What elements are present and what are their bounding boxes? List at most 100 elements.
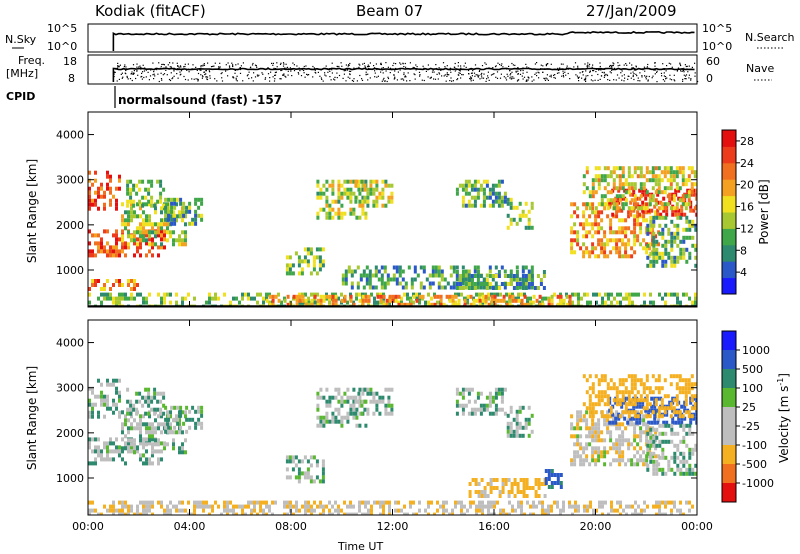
echo-cell bbox=[690, 182, 694, 187]
nave-dot bbox=[683, 74, 685, 76]
echo-cell bbox=[642, 246, 646, 251]
echo-cell bbox=[667, 459, 671, 464]
nave-dot bbox=[630, 72, 632, 74]
echo-cell bbox=[609, 222, 613, 227]
echo-cell bbox=[163, 508, 166, 513]
echo-cell bbox=[319, 423, 323, 428]
echo-cell bbox=[340, 191, 344, 196]
echo-cell bbox=[570, 458, 574, 463]
echo-cell bbox=[375, 179, 379, 184]
echo-cell bbox=[682, 512, 685, 515]
echo-cell bbox=[358, 423, 362, 428]
echo-cell bbox=[676, 296, 679, 301]
nave-dot bbox=[117, 65, 119, 67]
echo-cell bbox=[169, 512, 172, 515]
echo-cell bbox=[371, 285, 375, 290]
echo-cell bbox=[331, 292, 334, 297]
nave-dot bbox=[248, 71, 250, 73]
echo-cell bbox=[170, 197, 174, 202]
echo-cell bbox=[515, 270, 519, 274]
nave-dot bbox=[200, 65, 202, 67]
nave-dot bbox=[481, 75, 483, 77]
nave-dot bbox=[430, 76, 432, 78]
echo-cell bbox=[621, 186, 625, 191]
echo-cell bbox=[145, 504, 148, 509]
echo-cell bbox=[579, 426, 583, 431]
nave-dots bbox=[113, 62, 699, 83]
echo-cell bbox=[663, 410, 667, 415]
echo-cell bbox=[672, 406, 676, 411]
echo-cell bbox=[455, 403, 459, 408]
nave-dot bbox=[322, 80, 324, 82]
echo-cell bbox=[526, 300, 529, 305]
echo-cell bbox=[597, 434, 601, 439]
nave-dot bbox=[472, 79, 474, 81]
echo-cell bbox=[676, 215, 680, 220]
echo-cell bbox=[412, 294, 416, 299]
nave-dot bbox=[669, 78, 671, 80]
echo-cell bbox=[503, 269, 507, 274]
echo-cell bbox=[460, 500, 463, 505]
echo-cell bbox=[461, 281, 465, 286]
echo-cell bbox=[136, 214, 139, 219]
nave-dot bbox=[585, 80, 587, 82]
nave-dot bbox=[231, 62, 233, 64]
echo-cell bbox=[139, 214, 142, 219]
echo-cell bbox=[381, 179, 385, 184]
power-colorbar-segment bbox=[722, 212, 736, 229]
echo-cell bbox=[664, 512, 667, 515]
nave-dot bbox=[396, 79, 398, 81]
echo-cell bbox=[461, 270, 465, 274]
echo-cell bbox=[579, 222, 583, 227]
echo-cell bbox=[666, 166, 670, 171]
echo-cell bbox=[493, 292, 496, 297]
echo-cell bbox=[313, 508, 316, 513]
echo-cell bbox=[316, 179, 320, 184]
time-xlabel: Time UT bbox=[337, 540, 383, 553]
echo-cell bbox=[493, 500, 496, 505]
echo-cell bbox=[331, 302, 335, 307]
echo-cell bbox=[601, 512, 604, 515]
echo-cell bbox=[481, 504, 484, 509]
echo-cell bbox=[175, 414, 178, 419]
echo-cell bbox=[129, 179, 133, 184]
nave-dot bbox=[423, 67, 425, 69]
echo-cell bbox=[133, 234, 136, 239]
echo-cell bbox=[307, 508, 310, 513]
echo-cell bbox=[527, 417, 531, 422]
echo-cell bbox=[431, 281, 435, 286]
echo-cell bbox=[562, 500, 565, 505]
nave-dot bbox=[683, 67, 685, 69]
echo-cell bbox=[654, 438, 658, 443]
echo-cell bbox=[597, 394, 601, 399]
echo-cell bbox=[461, 265, 465, 270]
nave-dot bbox=[389, 67, 392, 69]
echo-cell bbox=[649, 427, 653, 432]
nave-dot bbox=[227, 62, 229, 64]
echo-cell bbox=[436, 500, 439, 505]
echo-cell bbox=[633, 202, 637, 207]
echo-cell bbox=[322, 512, 325, 515]
nave-dot bbox=[303, 69, 305, 72]
echo-cell bbox=[390, 199, 394, 204]
echo-cell bbox=[127, 512, 130, 515]
echo-cell bbox=[169, 214, 172, 219]
echo-cell bbox=[639, 454, 643, 459]
echo-cell bbox=[672, 398, 676, 403]
echo-cell bbox=[671, 212, 675, 217]
echo-cell bbox=[127, 230, 130, 235]
echo-cell bbox=[524, 281, 528, 286]
echo-cell bbox=[130, 426, 133, 431]
echo-cell bbox=[136, 504, 139, 509]
echo-cell bbox=[322, 207, 326, 212]
echo-cell bbox=[601, 500, 604, 505]
echo-cell bbox=[467, 199, 471, 204]
echo-cell bbox=[582, 462, 586, 467]
echo-cell bbox=[178, 242, 181, 247]
nave-dot bbox=[620, 72, 622, 74]
echo-cell bbox=[464, 282, 468, 286]
echo-cell bbox=[661, 423, 665, 428]
echo-cell bbox=[97, 190, 100, 195]
echo-cell bbox=[613, 296, 616, 301]
nave-dot bbox=[432, 69, 434, 71]
